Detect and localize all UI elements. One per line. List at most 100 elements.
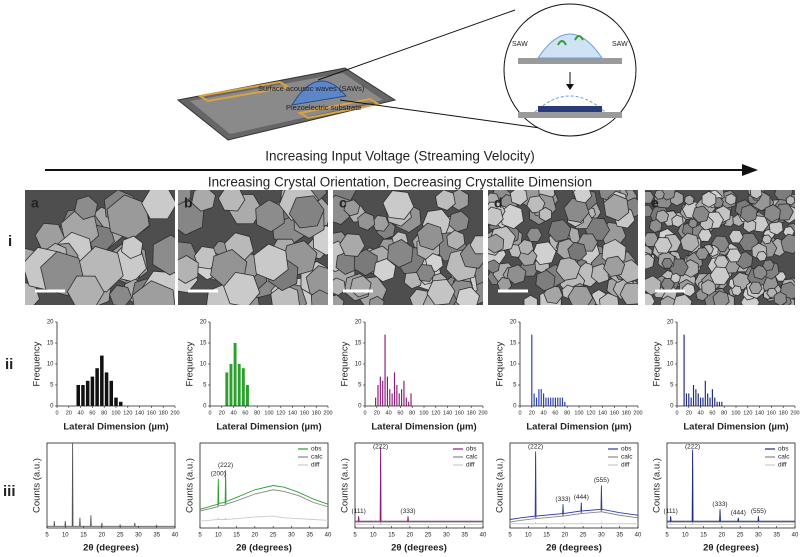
bar — [707, 393, 709, 406]
bar — [543, 393, 545, 406]
bar — [408, 401, 410, 406]
y-axis-label: Frequency — [340, 341, 351, 386]
x-tick-label: 35 — [461, 533, 468, 539]
x-tick-label: 140 — [288, 410, 297, 416]
x-tick-label: 5 — [353, 533, 357, 539]
crystal — [671, 214, 684, 228]
bar — [401, 389, 403, 406]
bar — [81, 385, 85, 406]
crystal — [748, 281, 763, 295]
x-tick-label: 10 — [370, 533, 377, 539]
series-line — [199, 515, 329, 522]
y-axis-label: Frequency — [185, 341, 196, 386]
x-tick-label: 200 — [633, 410, 642, 416]
bar — [382, 380, 384, 406]
inset-substrate — [518, 112, 622, 118]
sem-image: d — [488, 190, 638, 305]
crystal — [141, 190, 175, 220]
y-tick-label: 15 — [47, 341, 54, 347]
y-tick-label: 20 — [200, 320, 207, 326]
crystal — [670, 272, 681, 284]
crystal — [255, 199, 285, 233]
peak-label: (222) — [685, 444, 700, 451]
y-axis-label: Counts (a.u.) — [652, 458, 663, 513]
x-axis-label: 2θ (degrees) — [703, 543, 759, 554]
crystal — [598, 292, 620, 305]
legend-label: calc — [778, 454, 790, 461]
device-schematic: Surface acoustic waves (SAWs) Piezoelect… — [176, 9, 541, 141]
trend-arrowhead — [742, 164, 758, 176]
bar — [702, 397, 704, 406]
x-axis-label: Lateral Dimension (µm) — [683, 422, 788, 433]
x-tick-label: 80 — [721, 410, 727, 416]
crystal — [572, 190, 593, 204]
crystal — [726, 248, 742, 263]
bar — [552, 397, 554, 406]
crystal — [435, 190, 456, 211]
bar — [559, 397, 561, 406]
x-tick-label: 5 — [45, 533, 49, 539]
peak-label: (444) — [731, 510, 746, 517]
legend-label: diff — [466, 462, 475, 469]
y-tick-label: 15 — [510, 341, 517, 347]
crystal — [655, 209, 669, 224]
crystal — [547, 219, 572, 242]
crystal — [373, 258, 397, 283]
bar — [540, 389, 542, 406]
crystal — [725, 193, 737, 206]
x-tick-label: 160 — [300, 410, 309, 416]
x-tick-label: 140 — [443, 410, 452, 416]
peak-label: (555) — [751, 508, 766, 515]
crystal — [191, 190, 216, 212]
bar — [375, 397, 377, 406]
y-tick-label: 20 — [667, 320, 674, 326]
crystal — [343, 199, 361, 217]
crystal — [645, 292, 656, 305]
crystal — [387, 239, 414, 268]
crystal — [660, 190, 676, 201]
x-tick-label: 200 — [790, 410, 799, 416]
bar — [545, 397, 547, 406]
crystal — [535, 269, 556, 292]
y-tick-label: 10 — [200, 362, 207, 368]
series-line — [355, 451, 483, 523]
peak-label: (111) — [664, 508, 678, 515]
crystal — [108, 285, 133, 305]
sem-image: e — [645, 190, 795, 305]
bar — [237, 364, 241, 406]
x-tick-label: 60 — [89, 410, 95, 416]
y-tick-label: 5 — [50, 383, 54, 389]
inset-arrowhead — [566, 84, 574, 90]
inset-flow — [557, 35, 584, 46]
bar — [246, 385, 249, 406]
x-axis-label: 2θ (degrees) — [83, 543, 139, 554]
crystal — [567, 241, 587, 262]
x-tick-label: 20 — [407, 533, 414, 539]
plot-frame — [666, 442, 796, 529]
crystal — [709, 266, 731, 286]
bar — [398, 393, 400, 406]
x-tick-label: 40 — [635, 533, 642, 539]
x-tick-label: 180 — [779, 410, 788, 416]
x-tick-label: 100 — [574, 410, 583, 416]
series-line — [355, 447, 483, 522]
peak-label: (333) — [712, 501, 727, 508]
x-tick-label: 180 — [312, 410, 321, 416]
bar — [229, 364, 233, 406]
legend-label: obs — [466, 446, 477, 453]
y-tick-label: 10 — [47, 362, 54, 368]
sem-content — [25, 190, 175, 305]
y-axis-label: Counts (a.u.) — [495, 458, 506, 513]
series-line — [47, 442, 175, 527]
y-tick-label: 10 — [667, 362, 674, 368]
crystal — [523, 294, 538, 305]
crystal — [740, 204, 758, 223]
x-tick-label: 60 — [709, 410, 715, 416]
x-tick-label: 180 — [159, 410, 168, 416]
x-tick-label: 20 — [66, 410, 72, 416]
x-axis-label: Lateral Dimension (µm) — [216, 422, 321, 433]
x-tick-label: 60 — [397, 410, 403, 416]
panel-letter: d — [494, 195, 503, 211]
